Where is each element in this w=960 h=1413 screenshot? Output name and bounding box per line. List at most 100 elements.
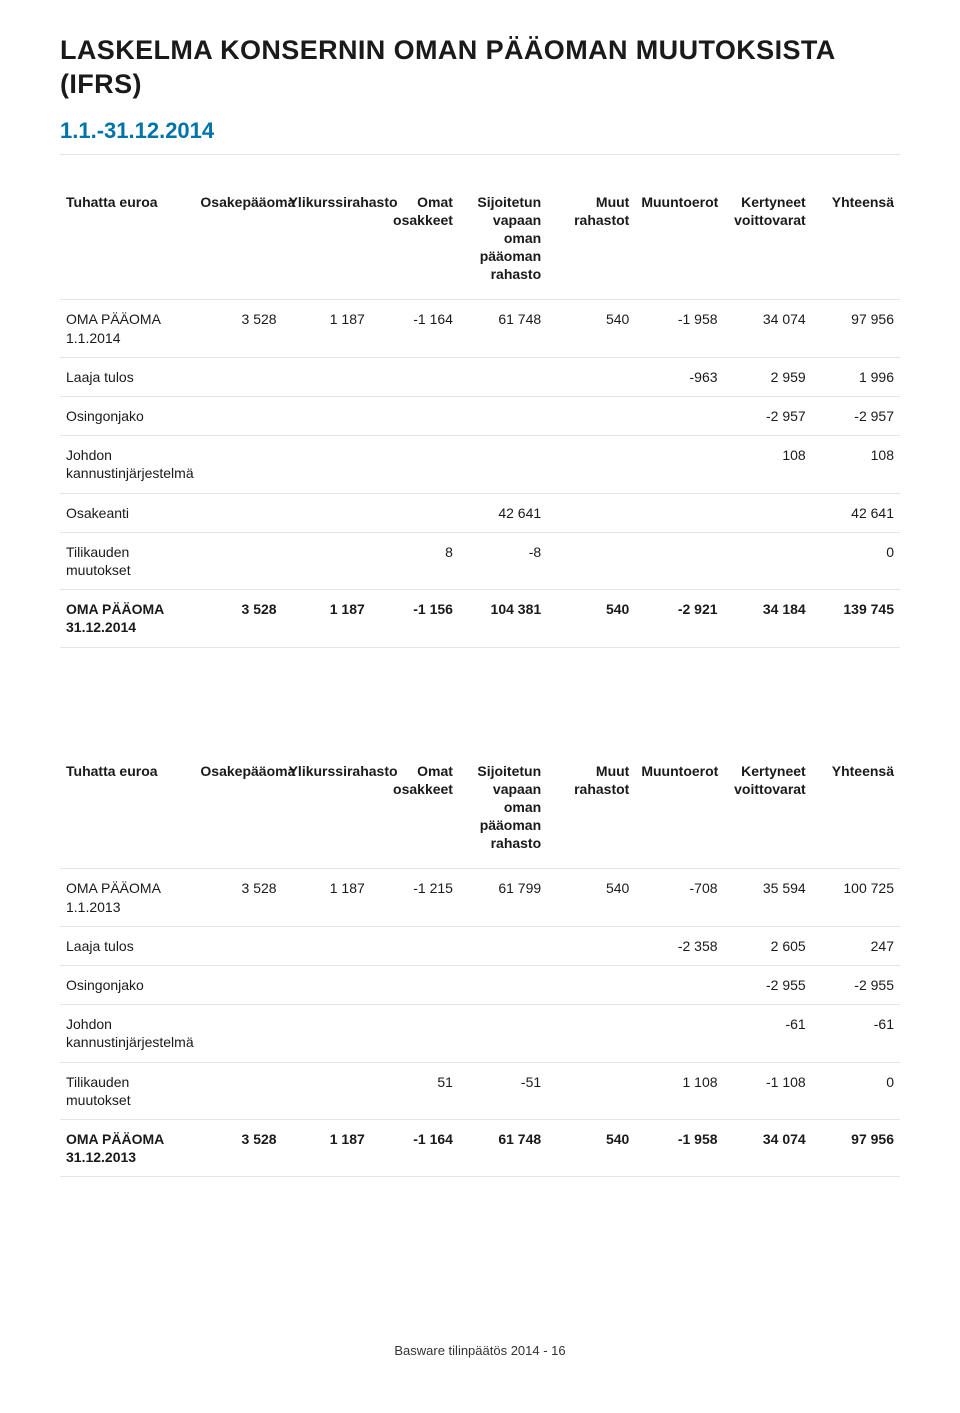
cell-value	[547, 436, 635, 493]
cell-value: 35 594	[724, 869, 812, 926]
page-title: LASKELMA KONSERNIN OMAN PÄÄOMAN MUUTOKSI…	[60, 34, 900, 102]
column-header: Sijoitetun vapaan oman pääoman rahasto	[459, 189, 547, 301]
cell-value	[371, 397, 459, 436]
cell-value	[371, 436, 459, 493]
column-header: Kertyneet voittovarat	[724, 189, 812, 301]
reporting-period: 1.1.-31.12.2014	[60, 118, 900, 144]
cell-value: -1 164	[371, 300, 459, 357]
cell-value: -1 156	[371, 590, 459, 647]
cell-value: 61 748	[459, 1120, 547, 1177]
cell-value: 8	[371, 533, 459, 590]
table-spacer	[60, 648, 900, 758]
cell-value	[459, 966, 547, 1005]
cell-value: 247	[812, 927, 900, 966]
cell-value	[283, 358, 371, 397]
cell-value	[194, 358, 282, 397]
cell-value: 1 187	[283, 590, 371, 647]
cell-value: -1 108	[724, 1063, 812, 1120]
table-row: Osakeanti42 64142 641	[60, 494, 900, 533]
table-row: Tilikauden muutokset51-511 108-1 1080	[60, 1063, 900, 1120]
row-label: Osingonjako	[60, 397, 194, 436]
cell-value	[194, 966, 282, 1005]
column-header: Tuhatta euroa	[60, 758, 194, 870]
cell-value	[547, 494, 635, 533]
cell-value: 34 074	[724, 300, 812, 357]
cell-value	[724, 533, 812, 590]
cell-value	[635, 494, 723, 533]
cell-value	[635, 966, 723, 1005]
cell-value	[194, 494, 282, 533]
cell-value	[194, 1005, 282, 1062]
cell-value: 540	[547, 1120, 635, 1177]
cell-value: 540	[547, 590, 635, 647]
cell-value: -1 215	[371, 869, 459, 926]
column-header: Kertyneet voittovarat	[724, 758, 812, 870]
column-header: Ylikurssirahasto	[283, 189, 371, 301]
cell-value	[635, 533, 723, 590]
cell-value: -963	[635, 358, 723, 397]
table-row: Johdon kannustinjärjestelmä-61-61	[60, 1005, 900, 1062]
cell-value: -708	[635, 869, 723, 926]
cell-value	[283, 533, 371, 590]
cell-value	[724, 494, 812, 533]
column-header: Yhteensä	[812, 758, 900, 870]
cell-value: 42 641	[812, 494, 900, 533]
cell-value	[547, 358, 635, 397]
column-header: Muut rahastot	[547, 189, 635, 301]
cell-value: 97 956	[812, 1120, 900, 1177]
cell-value	[635, 397, 723, 436]
cell-value	[283, 966, 371, 1005]
table-row: Laaja tulos-2 3582 605247	[60, 927, 900, 966]
table-row: Osingonjako -2 957-2 957	[60, 397, 900, 436]
column-header: Muuntoerot	[635, 758, 723, 870]
cell-value	[283, 436, 371, 493]
cell-value: 1 996	[812, 358, 900, 397]
cell-value	[459, 397, 547, 436]
cell-value: -2 957	[724, 397, 812, 436]
cell-value: -1 958	[635, 300, 723, 357]
cell-value: 61 748	[459, 300, 547, 357]
cell-value: -51	[459, 1063, 547, 1120]
cell-value: 3 528	[194, 590, 282, 647]
title-divider	[60, 154, 900, 155]
row-label: Osingonjako	[60, 966, 194, 1005]
cell-value	[194, 436, 282, 493]
cell-value: -2 955	[812, 966, 900, 1005]
table-row: OMA PÄÄOMA 1.1.20133 5281 187-1 21561 79…	[60, 869, 900, 926]
cell-value: 108	[724, 436, 812, 493]
cell-value	[194, 397, 282, 436]
column-header: Osakepääoma	[194, 189, 282, 301]
cell-value	[371, 1005, 459, 1062]
cell-value: 3 528	[194, 1120, 282, 1177]
cell-value: 1 187	[283, 300, 371, 357]
cell-value	[547, 397, 635, 436]
cell-value	[547, 966, 635, 1005]
table-row: OMA PÄÄOMA 31.12.20133 5281 187-1 16461 …	[60, 1120, 900, 1177]
cell-value	[283, 494, 371, 533]
cell-value	[194, 533, 282, 590]
row-label: Laaja tulos	[60, 927, 194, 966]
cell-value	[459, 358, 547, 397]
cell-value	[283, 927, 371, 966]
column-header: Osakepääoma	[194, 758, 282, 870]
cell-value: 3 528	[194, 869, 282, 926]
cell-value	[635, 436, 723, 493]
row-label: Laaja tulos	[60, 358, 194, 397]
cell-value: 2 605	[724, 927, 812, 966]
table-row: Tilikauden muutokset8-80	[60, 533, 900, 590]
cell-value: 0	[812, 533, 900, 590]
row-label: OMA PÄÄOMA 31.12.2013	[60, 1120, 194, 1177]
row-label: Tilikauden muutokset	[60, 533, 194, 590]
cell-value: 34 184	[724, 590, 812, 647]
cell-value	[459, 927, 547, 966]
cell-value: 540	[547, 869, 635, 926]
table-row: Johdon kannustinjärjestelmä108108	[60, 436, 900, 493]
cell-value: 1 187	[283, 1120, 371, 1177]
cell-value: -2 957	[812, 397, 900, 436]
cell-value	[371, 358, 459, 397]
column-header: Muut rahastot	[547, 758, 635, 870]
equity-table-2: Tuhatta euroaOsakepääomaYlikurssirahasto…	[60, 758, 900, 1178]
cell-value	[547, 533, 635, 590]
cell-value	[283, 1005, 371, 1062]
cell-value	[194, 1063, 282, 1120]
